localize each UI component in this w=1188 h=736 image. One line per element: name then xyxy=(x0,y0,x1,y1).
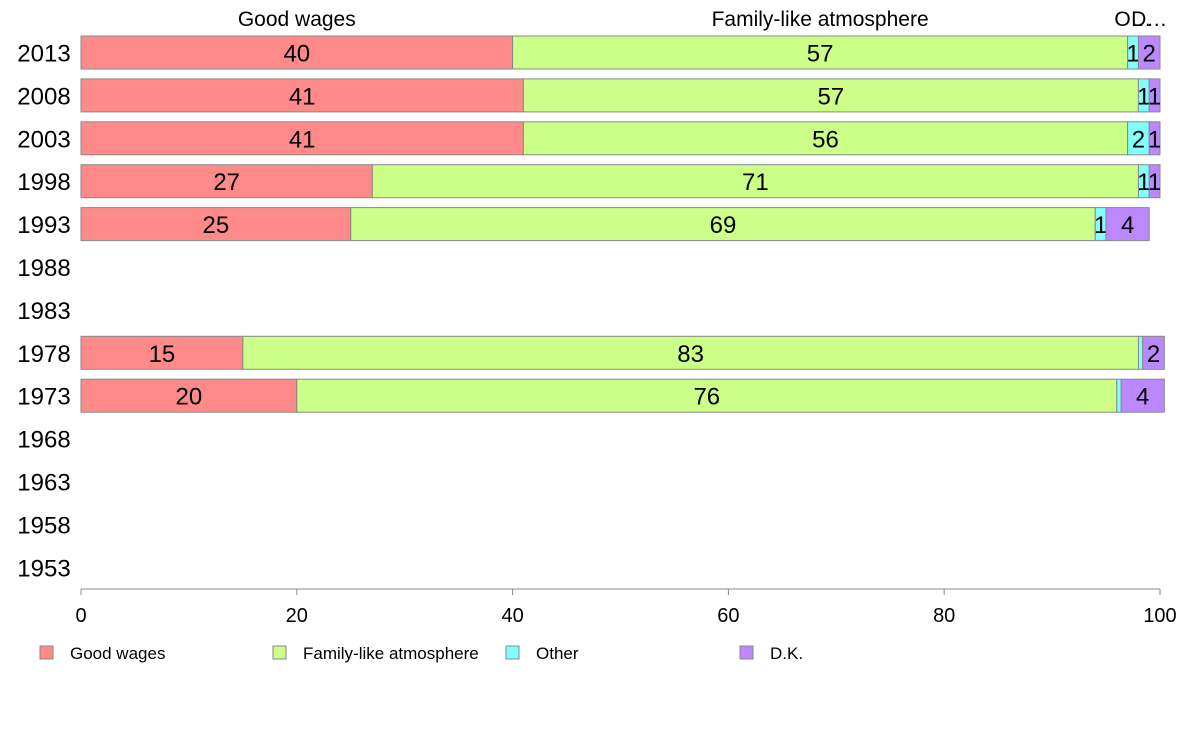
bar-segment xyxy=(1105,207,1150,242)
data-label: 40 xyxy=(283,41,310,68)
y-tick-label: 1978 xyxy=(17,341,70,368)
data-label: 15 xyxy=(149,341,176,368)
bar-segment xyxy=(1137,335,1144,370)
data-label: 25 xyxy=(203,212,230,239)
data-label: 57 xyxy=(807,41,834,68)
data-label: 1 xyxy=(1137,169,1150,196)
legend-label: Good wages xyxy=(70,644,165,663)
legend-label: Other xyxy=(536,644,579,663)
bar-segment xyxy=(1148,164,1161,199)
bar-segment xyxy=(350,207,1096,242)
y-tick-label: 1993 xyxy=(17,212,70,239)
top-series-label: Good wages xyxy=(238,8,356,31)
x-tick-label: 20 xyxy=(286,605,308,627)
bar-segment xyxy=(296,378,1118,413)
y-tick-label: 2003 xyxy=(17,126,70,153)
data-label: 1 xyxy=(1148,169,1161,196)
legend-swatch xyxy=(39,645,54,660)
bar-segment xyxy=(1137,35,1161,70)
data-label: 1 xyxy=(1148,126,1161,153)
bar-segment xyxy=(1148,78,1161,113)
legend-swatch xyxy=(739,645,754,660)
bar-segment xyxy=(80,335,244,370)
data-label: 83 xyxy=(677,341,704,368)
top-series-label: D… xyxy=(1131,8,1167,31)
bar-segment xyxy=(80,121,524,156)
y-tick-label: 1973 xyxy=(17,384,70,411)
bar-segment xyxy=(1148,121,1161,156)
bar-segment xyxy=(512,35,1129,70)
data-label: 76 xyxy=(693,384,720,411)
data-label: 71 xyxy=(742,169,769,196)
data-label: 2 xyxy=(1143,41,1156,68)
data-label: 2 xyxy=(1132,126,1145,153)
legend-label: D.K. xyxy=(770,644,803,663)
top-series-label: Family-like atmosphere xyxy=(712,8,929,31)
x-tick-label: 0 xyxy=(75,605,86,627)
top-series-label: O… xyxy=(1114,8,1151,31)
legend-label: Family-like atmosphere xyxy=(303,644,479,663)
data-label: 1 xyxy=(1137,83,1150,110)
data-label: 27 xyxy=(213,169,240,196)
x-tick-label: 60 xyxy=(717,605,739,627)
y-tick-label: 1998 xyxy=(17,169,70,196)
y-tick-label: 1953 xyxy=(17,555,70,582)
y-tick-label: 2013 xyxy=(17,41,70,68)
bar-segment xyxy=(1142,335,1165,370)
data-label: 41 xyxy=(289,83,316,110)
x-tick-label: 100 xyxy=(1143,605,1176,627)
bar-segment xyxy=(80,164,373,199)
bar-segment xyxy=(1116,378,1122,413)
data-label: 1 xyxy=(1094,212,1107,239)
bar-segment xyxy=(371,164,1139,199)
y-tick-label: 1958 xyxy=(17,512,70,539)
legend-swatch xyxy=(505,645,520,660)
data-label: 20 xyxy=(176,384,203,411)
x-tick-label: 40 xyxy=(501,605,523,627)
data-label: 1 xyxy=(1126,41,1139,68)
y-tick-label: 1963 xyxy=(17,470,70,497)
data-label: 1 xyxy=(1148,83,1161,110)
bar-segment xyxy=(80,78,524,113)
data-label: 57 xyxy=(818,83,845,110)
data-label: 4 xyxy=(1136,384,1149,411)
x-tick-label: 80 xyxy=(933,605,955,627)
bar-segment xyxy=(80,378,298,413)
data-label: 4 xyxy=(1121,212,1134,239)
bar-segment xyxy=(80,207,352,242)
bar-segment xyxy=(1120,378,1165,413)
data-label: 69 xyxy=(710,212,737,239)
y-tick-label: 1988 xyxy=(17,255,70,282)
legend-swatch xyxy=(272,645,287,660)
bar-segment xyxy=(242,335,1139,370)
data-label: 56 xyxy=(812,126,839,153)
y-tick-label: 2008 xyxy=(17,83,70,110)
y-tick-label: 1968 xyxy=(17,427,70,454)
data-label: 41 xyxy=(289,126,316,153)
data-label: 2 xyxy=(1147,341,1160,368)
y-tick-label: 1983 xyxy=(17,298,70,325)
